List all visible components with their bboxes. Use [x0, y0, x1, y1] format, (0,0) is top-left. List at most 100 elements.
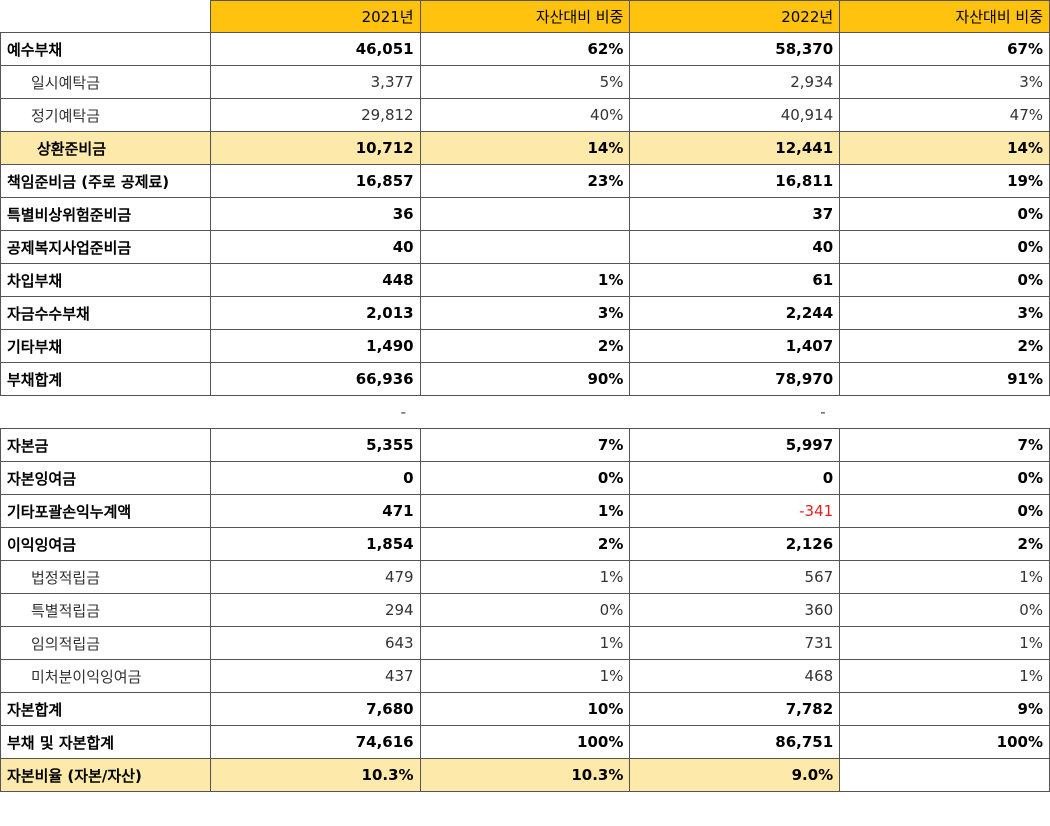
row-label: 부채합계	[0, 362, 211, 396]
row-label: 기타포괄손익누계액	[0, 494, 211, 528]
table-row: 자본잉여금 0 0% 0 0%	[0, 461, 1050, 495]
cell: 46,051	[209, 32, 421, 66]
cell: 10%	[419, 692, 631, 726]
cell: 294	[209, 593, 421, 627]
row-label	[0, 395, 211, 429]
cell: 3%	[839, 65, 1050, 99]
table-row: 차입부채 448 1% 61 0%	[0, 263, 1050, 297]
cell	[419, 230, 631, 264]
row-label: 자본금	[0, 428, 211, 462]
table-row: 자본합계 7,680 10% 7,782 9%	[0, 692, 1050, 726]
cell: 67%	[839, 32, 1050, 66]
cell: 12,441	[629, 131, 841, 165]
table-row: 이익잉여금 1,854 2% 2,126 2%	[0, 527, 1050, 561]
table-row: 공제복지사업준비금 40 40 0%	[0, 230, 1050, 264]
cell: 2%	[839, 329, 1050, 363]
cell: 7%	[419, 428, 631, 462]
table-row: 부채합계 66,936 90% 78,970 91%	[0, 362, 1050, 396]
table-row: 기타포괄손익누계액 471 1% -341 0%	[0, 494, 1050, 528]
row-label: 자본비율 (자본/자산)	[0, 758, 211, 792]
cell	[420, 395, 630, 429]
cell: 40,914	[629, 98, 841, 132]
cell: 100%	[419, 725, 631, 759]
table-row: 임의적립금 643 1% 731 1%	[0, 626, 1050, 660]
table-body: 예수부채 46,051 62% 58,370 67% 일시예탁금 3,377 5% 2,934 3…	[0, 32, 1050, 792]
cell: 78,970	[629, 362, 841, 396]
row-label: 이익잉여금	[0, 527, 211, 561]
cell: 29,812	[209, 98, 421, 132]
table-header: 2021년 자산대비 비중 2022년 자산대비 비중	[0, 0, 1050, 33]
row-label: 상환준비금	[0, 131, 211, 165]
cell: 40	[629, 230, 841, 264]
cell: 2,013	[209, 296, 421, 330]
table-row: 미처분이익잉여금 437 1% 468 1%	[0, 659, 1050, 693]
table-row: 특별적립금 294 0% 360 0%	[0, 593, 1050, 627]
cell: 0%	[839, 593, 1050, 627]
cell: 468	[629, 659, 841, 693]
cell: 1%	[839, 560, 1050, 594]
table-row: 자금수수부채 2,013 3% 2,244 3%	[0, 296, 1050, 330]
row-label: 자금수수부채	[0, 296, 211, 330]
cell: 1,854	[209, 527, 421, 561]
cell	[839, 395, 1050, 429]
row-label: 정기예탁금	[0, 98, 211, 132]
cell: 1%	[419, 626, 631, 660]
table-row: 자본비율 (자본/자산) 10.3% 10.3% 9.0%	[0, 758, 1050, 792]
table-row: 기타부채 1,490 2% 1,407 2%	[0, 329, 1050, 363]
table-row: 상환준비금 10,712 14% 12,441 14%	[0, 131, 1050, 165]
cell: 3%	[419, 296, 631, 330]
table-row: 부채 및 자본합계 74,616 100% 86,751 100%	[0, 725, 1050, 759]
header-cell: 2022년	[629, 0, 841, 33]
cell: 10,712	[209, 131, 421, 165]
balance-table: 2021년 자산대비 비중 2022년 자산대비 비중 예수부채 46,051 62% 58…	[0, 0, 1050, 792]
row-label: 일시예탁금	[0, 65, 211, 99]
row-label: 차입부채	[0, 263, 211, 297]
cell: 0%	[839, 263, 1050, 297]
cell: 2%	[839, 527, 1050, 561]
cell: -	[629, 395, 840, 429]
cell: 5,355	[209, 428, 421, 462]
cell: 643	[209, 626, 421, 660]
cell: 2,244	[629, 296, 841, 330]
table-row: --	[0, 395, 1050, 429]
row-label: 자본잉여금	[0, 461, 211, 495]
cell: 7,680	[209, 692, 421, 726]
cell: 479	[209, 560, 421, 594]
header-cell: 2021년	[209, 0, 421, 33]
cell: 74,616	[209, 725, 421, 759]
header-corner	[0, 0, 211, 33]
cell: 40	[209, 230, 421, 264]
table-row: 예수부채 46,051 62% 58,370 67%	[0, 32, 1050, 66]
cell: 0%	[839, 461, 1050, 495]
cell: 40%	[419, 98, 631, 132]
header-row: 2021년 자산대비 비중 2022년 자산대비 비중	[0, 0, 1050, 33]
row-label: 기타부채	[0, 329, 211, 363]
cell: 61	[629, 263, 841, 297]
table-row: 정기예탁금 29,812 40% 40,914 47%	[0, 98, 1050, 132]
cell: 66,936	[209, 362, 421, 396]
row-label: 공제복지사업준비금	[0, 230, 211, 264]
cell: 731	[629, 626, 841, 660]
cell: 471	[209, 494, 421, 528]
cell: 58,370	[629, 32, 841, 66]
row-label: 임의적립금	[0, 626, 211, 660]
cell: 437	[209, 659, 421, 693]
cell: 1%	[419, 494, 631, 528]
cell: 3%	[839, 296, 1050, 330]
cell: 100%	[839, 725, 1050, 759]
cell: 0%	[839, 197, 1050, 231]
row-label: 자본합계	[0, 692, 211, 726]
row-label: 책임준비금 (주로 공제료)	[0, 164, 211, 198]
header-cell: 자산대비 비중	[839, 0, 1050, 33]
cell: 5%	[419, 65, 631, 99]
table-row: 책임준비금 (주로 공제료) 16,857 23% 16,811 19%	[0, 164, 1050, 198]
cell: 1,407	[629, 329, 841, 363]
cell: 2,934	[629, 65, 841, 99]
table-row: 법정적립금 479 1% 567 1%	[0, 560, 1050, 594]
cell: 10.3%	[209, 758, 421, 792]
cell: 62%	[419, 32, 631, 66]
cell: 7,782	[629, 692, 841, 726]
cell	[419, 197, 631, 231]
cell: 7%	[839, 428, 1050, 462]
row-label: 법정적립금	[0, 560, 211, 594]
